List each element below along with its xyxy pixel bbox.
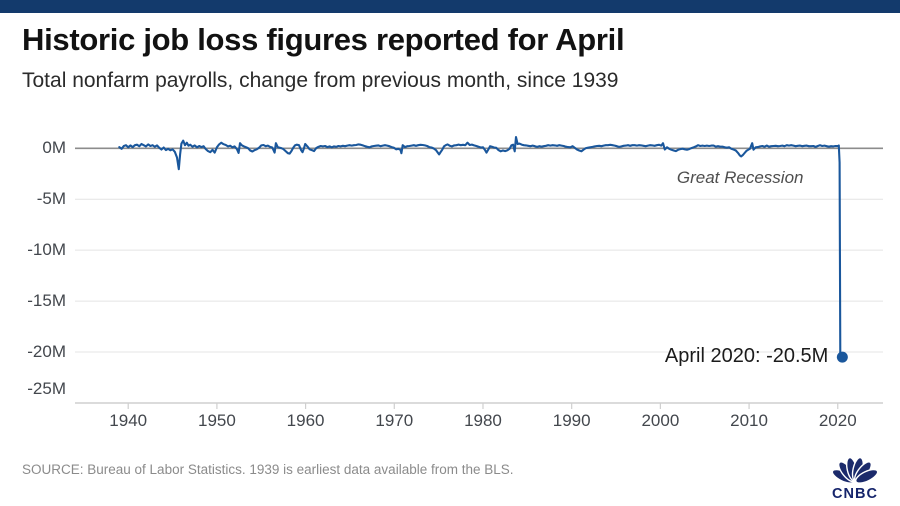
y-tick-label: -15M: [27, 291, 66, 311]
x-tick-label: 2020: [818, 411, 857, 430]
page-title: Historic job loss figures reported for A…: [22, 22, 625, 57]
y-tick-label: -10M: [27, 240, 66, 260]
annotation-great-recession: Great Recession: [676, 167, 804, 187]
x-tick-label: 1990: [552, 411, 591, 430]
y-tick-label: -20M: [27, 342, 66, 362]
x-tick-label: 1970: [375, 411, 414, 430]
x-tick-label: 1940: [109, 411, 148, 430]
cnbc-logo: CNBC: [831, 456, 879, 501]
brand-topbar: [0, 0, 900, 13]
x-tick-label: 2000: [641, 411, 680, 430]
x-tick-label: 2010: [730, 411, 768, 430]
source-note: SOURCE: Bureau of Labor Statistics. 1939…: [22, 462, 514, 477]
x-tick-label: 1960: [286, 411, 325, 430]
y-tick-label: 0M: [42, 138, 66, 158]
cnbc-wordmark: CNBC: [832, 486, 878, 501]
y-tick-label: -5M: [36, 189, 66, 209]
page-subtitle: Total nonfarm payrolls, change from prev…: [22, 69, 619, 92]
y-tick-label: -25M: [27, 379, 66, 398]
april-2020-marker: [836, 351, 848, 363]
payrolls-line: [118, 136, 842, 359]
x-tick-label: 1980: [464, 411, 502, 430]
annotation-april-2020: April 2020: -20.5M: [664, 345, 829, 368]
peacock-icon: [831, 456, 879, 484]
x-tick-label: 1950: [197, 411, 236, 430]
